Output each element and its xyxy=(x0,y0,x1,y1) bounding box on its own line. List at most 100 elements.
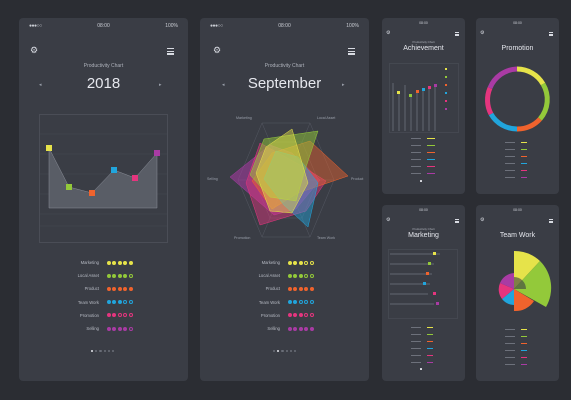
page-dot[interactable] xyxy=(277,350,280,353)
legend-label: Local Asset xyxy=(258,273,280,279)
rating-dot xyxy=(128,326,133,331)
page-dot[interactable] xyxy=(107,350,110,353)
polar-segment-selling[interactable] xyxy=(500,273,514,289)
legend-label: Selling xyxy=(86,326,99,331)
rating-dot xyxy=(309,273,314,278)
status-bar: 08:00 xyxy=(382,21,465,29)
page-dot[interactable] xyxy=(285,350,288,353)
menu-icon[interactable] xyxy=(167,48,174,56)
chevron-left-icon[interactable]: ◂ xyxy=(222,82,225,88)
point-promotion[interactable] xyxy=(132,175,138,181)
point-product[interactable] xyxy=(416,90,419,93)
radar-series-marketing[interactable] xyxy=(255,128,309,214)
rating-dot xyxy=(117,300,122,305)
page-dot[interactable] xyxy=(293,350,297,353)
chevron-right-icon[interactable]: ▸ xyxy=(342,82,345,88)
point-selling[interactable] xyxy=(436,302,439,305)
gear-icon[interactable]: ⚙ xyxy=(386,217,391,223)
screen-marketing: 08:00 ⚙ Productivity Chart Marketing xyxy=(382,205,465,381)
point-selling[interactable] xyxy=(154,150,160,156)
chart-subtitle: Productivity Chart xyxy=(83,63,124,69)
horizontal-bar-chart xyxy=(388,249,458,319)
donut-segment-product[interactable] xyxy=(516,117,542,132)
point-team-work[interactable] xyxy=(111,167,117,173)
polar-chart xyxy=(498,250,552,312)
rating-dot xyxy=(293,260,298,265)
point-marketing[interactable] xyxy=(397,91,400,94)
point-local-asset[interactable] xyxy=(428,262,431,265)
page-dot[interactable] xyxy=(289,350,292,353)
chevron-right-icon[interactable]: ▸ xyxy=(159,82,162,88)
page-dot[interactable] xyxy=(95,350,98,353)
page-indicator[interactable] xyxy=(420,180,422,182)
page-dot[interactable] xyxy=(273,350,276,353)
status-bar: 08:00 xyxy=(476,21,559,29)
rating-dot xyxy=(288,286,292,291)
page-indicator[interactable] xyxy=(420,368,422,370)
point-marketing[interactable] xyxy=(433,252,436,255)
donut-segment-team-work[interactable] xyxy=(488,112,518,132)
screen-title: Marketing xyxy=(408,232,439,239)
menu-icon[interactable] xyxy=(455,32,459,37)
polar-segment-local-asset[interactable] xyxy=(514,261,552,307)
menu-icon[interactable] xyxy=(455,219,459,224)
rating-dot xyxy=(117,326,122,331)
polar-segment-product[interactable] xyxy=(514,289,534,312)
mini-legend xyxy=(411,327,433,363)
menu-icon[interactable] xyxy=(549,219,553,224)
screen-2018: ●●●○○ 08:00 100% ⚙ Productivity Chart 20… xyxy=(19,18,188,381)
rating-dot xyxy=(112,300,117,305)
radar-chart xyxy=(229,122,349,238)
clock: 08:00 xyxy=(419,21,428,25)
point-team-work[interactable] xyxy=(422,88,425,91)
point-product[interactable] xyxy=(89,190,95,196)
rating-dot xyxy=(298,273,303,278)
point-local-asset[interactable] xyxy=(409,94,412,97)
radar-label-promotion: Promotion xyxy=(234,236,251,240)
page-dot[interactable] xyxy=(281,350,284,353)
page-dot[interactable] xyxy=(111,350,115,353)
rating-dots xyxy=(107,300,133,305)
gear-icon[interactable]: ⚙ xyxy=(480,217,485,223)
gear-icon[interactable]: ⚙ xyxy=(30,45,39,55)
point-team-work[interactable] xyxy=(423,282,426,285)
rating-dot xyxy=(298,300,303,305)
point-selling[interactable] xyxy=(434,84,437,87)
page-dot[interactable] xyxy=(99,350,102,353)
rating-dot xyxy=(128,300,133,305)
rating-dot xyxy=(123,326,128,331)
radar-label-team-work: Team Work xyxy=(317,236,336,240)
point-promotion[interactable] xyxy=(428,86,431,89)
rating-dot xyxy=(128,273,133,278)
gear-icon[interactable]: ⚙ xyxy=(386,30,391,36)
point-local-asset[interactable] xyxy=(66,184,72,190)
screen-title: Achievement xyxy=(403,45,444,52)
page-dot[interactable] xyxy=(91,350,94,353)
rating-dots xyxy=(288,286,314,291)
radar-series-local-asset[interactable] xyxy=(249,130,319,202)
page-indicator[interactable] xyxy=(273,350,297,353)
gear-icon[interactable]: ⚙ xyxy=(480,30,485,36)
point-marketing[interactable] xyxy=(46,145,52,151)
donut-segment-local-asset[interactable] xyxy=(538,82,550,121)
rating-dot xyxy=(107,326,111,331)
polar-segment-team-work[interactable] xyxy=(502,289,514,305)
point-product[interactable] xyxy=(426,272,429,275)
chevron-left-icon[interactable]: ◂ xyxy=(39,82,42,88)
legend-row: Team Work xyxy=(19,300,99,306)
point-promotion[interactable] xyxy=(433,292,436,295)
menu-icon[interactable] xyxy=(549,32,553,37)
page-indicator[interactable] xyxy=(91,350,115,353)
rating-dots xyxy=(288,313,314,318)
donut-segment-selling[interactable] xyxy=(487,66,518,90)
menu-icon[interactable] xyxy=(348,48,355,56)
rating-dots xyxy=(107,313,133,318)
donut-segment-promotion[interactable] xyxy=(485,87,494,116)
rating-dot xyxy=(112,313,117,318)
page-dot[interactable] xyxy=(103,350,106,353)
rating-dot xyxy=(123,260,128,265)
donut-segment-marketing[interactable] xyxy=(516,66,546,86)
gear-icon[interactable]: ⚙ xyxy=(213,45,222,55)
polar-segment-promotion[interactable] xyxy=(498,283,514,299)
rating-dot xyxy=(112,326,117,331)
